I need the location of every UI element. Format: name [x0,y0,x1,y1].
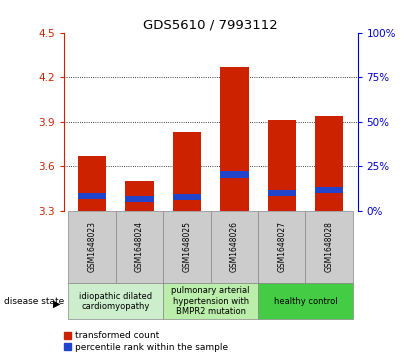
Bar [220,171,249,178]
Bar [78,156,106,211]
Bar [116,211,163,283]
Bar [258,211,305,283]
Bar [315,187,343,193]
Bar [315,116,343,211]
Bar [268,120,296,211]
Bar [258,283,353,319]
Text: GSM1648027: GSM1648027 [277,221,286,272]
Bar [268,190,296,196]
Bar [305,211,353,283]
Text: GSM1648025: GSM1648025 [182,221,192,272]
Bar [69,211,116,283]
Text: ▶: ▶ [53,299,60,309]
Text: disease state: disease state [4,297,65,306]
Bar [220,67,249,211]
Text: pulmonary arterial
hypertension with
BMPR2 mutation: pulmonary arterial hypertension with BMP… [171,286,250,316]
Title: GDS5610 / 7993112: GDS5610 / 7993112 [143,19,278,32]
Bar [211,211,258,283]
Text: GSM1648024: GSM1648024 [135,221,144,272]
Bar [163,211,211,283]
Bar [125,181,154,211]
Text: GSM1648026: GSM1648026 [230,221,239,272]
Bar [163,283,258,319]
Text: GSM1648023: GSM1648023 [88,221,97,272]
Text: GSM1648028: GSM1648028 [325,221,334,272]
Bar [173,194,201,200]
Text: healthy control: healthy control [274,297,337,306]
Bar [173,132,201,211]
Legend: transformed count, percentile rank within the sample: transformed count, percentile rank withi… [64,331,228,352]
Bar [125,196,154,202]
Bar [78,193,106,199]
Text: idiopathic dilated
cardiomyopathy: idiopathic dilated cardiomyopathy [79,291,152,311]
Bar [69,283,163,319]
